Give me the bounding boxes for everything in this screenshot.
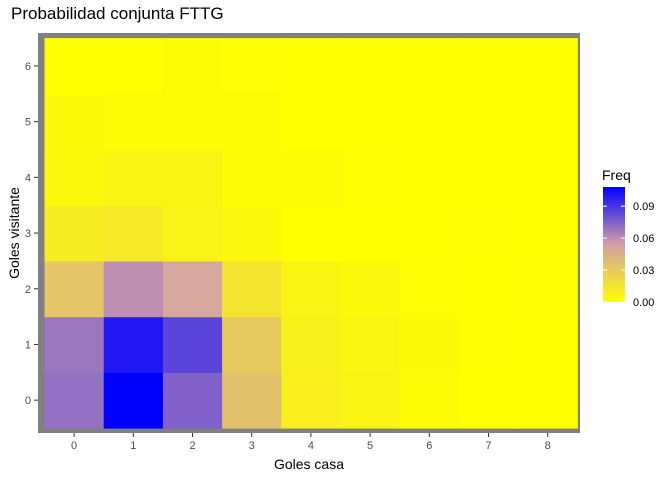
heatmap-cell-x6-y2 bbox=[399, 260, 460, 318]
heatmap-cell-x7-y3 bbox=[458, 205, 519, 262]
heatmap-cell-x8-y5 bbox=[518, 93, 578, 151]
heatmap-cell-x6-y5 bbox=[399, 93, 460, 151]
heatmap-cell-x2-y6 bbox=[162, 38, 223, 95]
heatmap-cell-x4-y3 bbox=[281, 205, 342, 262]
heatmap-cell-x4-y4 bbox=[281, 149, 342, 206]
heatmap-cell-x8-y6 bbox=[518, 38, 578, 95]
x-tick-label: 1 bbox=[130, 440, 136, 452]
heatmap-cell-x0-y4 bbox=[44, 149, 105, 206]
x-tick-label: 4 bbox=[308, 440, 314, 452]
heatmap-cell-x4-y1 bbox=[281, 316, 342, 373]
heatmap-cell-x3-y1 bbox=[222, 316, 282, 373]
legend-title: Freq bbox=[602, 167, 631, 183]
heatmap-cell-x7-y0 bbox=[458, 372, 519, 429]
heatmap-cell-x4-y5 bbox=[281, 93, 342, 151]
heatmap-cell-x0-y3 bbox=[44, 205, 105, 262]
heatmap-cell-x4-y6 bbox=[281, 38, 342, 95]
x-axis-ticks: 0 1 2 3 4 5 6 7 8 bbox=[71, 433, 551, 452]
y-tick-label: 3 bbox=[25, 228, 31, 240]
heatmap-cell-x3-y2 bbox=[222, 260, 282, 318]
heatmap-cell-x0-y0 bbox=[44, 372, 105, 429]
x-tick-label: 5 bbox=[367, 440, 373, 452]
y-axis-ticks: 0 1 2 3 4 5 6 bbox=[25, 61, 38, 407]
heatmap-cell-x5-y3 bbox=[340, 205, 401, 262]
heatmap-cell-x2-y1 bbox=[162, 316, 223, 373]
x-tick-label: 2 bbox=[189, 440, 195, 452]
heatmap-cell-x1-y0 bbox=[103, 372, 164, 429]
heatmap-cell-x1-y6 bbox=[103, 38, 164, 95]
heatmap-cell-x1-y5 bbox=[103, 93, 164, 151]
heatmap-cell-x6-y1 bbox=[399, 316, 460, 373]
heatmap-cell-x2-y2 bbox=[162, 260, 223, 318]
heatmap-cell-x4-y2 bbox=[281, 260, 342, 318]
heatmap-cell-x5-y0 bbox=[340, 372, 401, 429]
y-axis-title: Goles visitante bbox=[6, 187, 22, 279]
heatmap-cell-x7-y1 bbox=[458, 316, 519, 373]
heatmap-cell-x3-y4 bbox=[222, 149, 282, 206]
heatmap-cell-x7-y6 bbox=[458, 38, 519, 95]
y-tick-label: 1 bbox=[25, 339, 31, 351]
legend-tick-label: 0.06 bbox=[633, 233, 654, 245]
heatmap-cell-x5-y1 bbox=[340, 316, 401, 373]
legend-colorbar bbox=[603, 187, 625, 302]
x-tick-label: 3 bbox=[249, 440, 255, 452]
heatmap-cell-x8-y2 bbox=[518, 260, 578, 318]
heatmap-cell-x3-y6 bbox=[222, 38, 282, 95]
heatmap-cell-x0-y1 bbox=[44, 316, 105, 373]
heatmap-cell-x7-y5 bbox=[458, 93, 519, 151]
y-tick-label: 2 bbox=[25, 284, 31, 296]
color-legend: Freq 0.00 0.03 0.06 0.09 bbox=[602, 167, 654, 309]
heatmap-cell-x3-y3 bbox=[222, 205, 282, 262]
x-tick-label: 8 bbox=[545, 440, 551, 452]
x-axis-title: Goles casa bbox=[274, 456, 344, 472]
heatmap-cell-x7-y4 bbox=[458, 149, 519, 206]
heatmap-cell-x2-y4 bbox=[162, 149, 223, 206]
heatmap-cell-x5-y4 bbox=[340, 149, 401, 206]
heatmap-cell-x4-y0 bbox=[281, 372, 342, 429]
x-tick-label: 0 bbox=[71, 440, 77, 452]
legend-ticks: 0.00 0.03 0.06 0.09 bbox=[603, 201, 654, 309]
heatmap-cell-x0-y5 bbox=[44, 93, 105, 151]
y-tick-label: 4 bbox=[25, 172, 31, 184]
heatmap-cell-x2-y5 bbox=[162, 93, 223, 151]
heatmap-cell-x8-y1 bbox=[518, 316, 578, 373]
heatmap-cell-x2-y3 bbox=[162, 205, 223, 262]
heatmap-cell-x8-y4 bbox=[518, 149, 578, 206]
heatmap-cell-x8-y3 bbox=[518, 205, 578, 262]
y-tick-label: 0 bbox=[25, 395, 31, 407]
heatmap-cell-x1-y3 bbox=[103, 205, 164, 262]
heatmap-cell-x6-y6 bbox=[399, 38, 460, 95]
heatmap-cell-x3-y0 bbox=[222, 372, 282, 429]
heatmap-cell-x1-y1 bbox=[103, 316, 164, 373]
heatmap-cell-x6-y4 bbox=[399, 149, 460, 206]
heatmap-cells bbox=[44, 38, 578, 429]
heatmap-cell-x1-y4 bbox=[103, 149, 164, 206]
heatmap-cell-x8-y0 bbox=[518, 372, 578, 429]
heatmap-cell-x7-y2 bbox=[458, 260, 519, 318]
heatmap-cell-x3-y5 bbox=[222, 93, 282, 151]
legend-tick-label: 0.09 bbox=[633, 201, 654, 213]
heatmap-cell-x6-y3 bbox=[399, 205, 460, 262]
x-tick-label: 7 bbox=[485, 440, 491, 452]
heatmap-cell-x5-y5 bbox=[340, 93, 401, 151]
legend-tick-label: 0.00 bbox=[633, 297, 654, 309]
heatmap-cell-x5-y6 bbox=[340, 38, 401, 95]
heatmap-cell-x1-y2 bbox=[103, 260, 164, 318]
x-tick-label: 6 bbox=[426, 440, 432, 452]
heatmap-cell-x0-y2 bbox=[44, 260, 105, 318]
heatmap-cell-x2-y0 bbox=[162, 372, 223, 429]
y-tick-label: 5 bbox=[25, 117, 31, 129]
legend-tick-label: 0.03 bbox=[633, 265, 654, 277]
y-tick-label: 6 bbox=[25, 61, 31, 73]
heatmap-cell-x6-y0 bbox=[399, 372, 460, 429]
heatmap-cell-x0-y6 bbox=[44, 38, 105, 95]
chart-title: Probabilidad conjunta FTTG bbox=[11, 4, 224, 23]
heatmap-cell-x5-y2 bbox=[340, 260, 401, 318]
